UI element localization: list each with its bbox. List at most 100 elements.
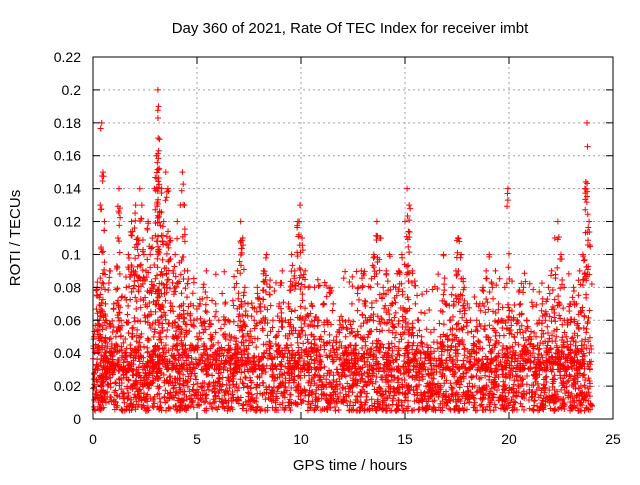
data-point (346, 278, 353, 285)
data-point (349, 273, 356, 280)
data-point (159, 256, 166, 263)
data-point (479, 403, 486, 410)
data-point (359, 345, 366, 352)
data-point (340, 275, 347, 282)
data-point (174, 218, 181, 225)
data-point (491, 401, 498, 408)
data-point (156, 136, 163, 143)
data-point (547, 396, 554, 403)
data-point (205, 386, 212, 393)
data-point (555, 293, 562, 300)
data-point (304, 311, 311, 318)
data-point (254, 403, 261, 410)
data-point (355, 296, 362, 303)
data-point (323, 376, 330, 383)
data-point (143, 393, 150, 400)
data-point (257, 308, 264, 315)
data-point (575, 407, 582, 414)
data-point (582, 178, 589, 185)
data-point (494, 387, 501, 394)
data-point (349, 283, 356, 290)
data-point (483, 267, 490, 274)
data-point (583, 199, 590, 206)
data-point (97, 206, 104, 213)
data-point (289, 262, 296, 269)
data-point (298, 324, 305, 331)
data-point (480, 287, 487, 294)
data-point (125, 251, 132, 258)
data-point (116, 185, 122, 192)
data-point (106, 267, 113, 274)
data-point (418, 333, 425, 340)
data-point (535, 394, 542, 401)
data-point (512, 368, 519, 375)
data-point (530, 286, 537, 293)
data-point (170, 385, 177, 392)
data-point (440, 291, 447, 298)
data-point (119, 293, 126, 300)
data-point (403, 405, 410, 412)
data-point (461, 400, 468, 407)
data-point (315, 317, 322, 324)
y-tick-label: 0.14 (54, 181, 81, 197)
data-point (405, 228, 412, 235)
data-point (423, 326, 430, 333)
data-point (182, 377, 189, 384)
data-point (177, 271, 184, 278)
data-point (300, 340, 307, 347)
data-point (565, 270, 572, 277)
data-point (559, 277, 566, 284)
data-point (236, 258, 243, 265)
data-point (418, 309, 425, 316)
data-point (404, 185, 411, 192)
x-tick-label: 25 (605, 431, 621, 447)
data-point (131, 318, 138, 325)
data-point (461, 407, 468, 414)
data-point (564, 338, 571, 345)
y-tick-label: 0.12 (54, 214, 81, 230)
data-point (404, 397, 411, 404)
data-point (549, 287, 556, 294)
data-point (155, 166, 162, 173)
data-point (123, 403, 130, 410)
data-point (534, 403, 541, 410)
data-point (221, 321, 228, 328)
data-point (471, 395, 478, 402)
data-point (203, 405, 210, 412)
data-point (565, 394, 572, 401)
data-point (237, 262, 244, 269)
data-point (145, 404, 152, 411)
data-point (495, 352, 502, 359)
data-point (337, 390, 344, 397)
data-point (264, 404, 271, 411)
data-point (162, 387, 169, 394)
data-point (212, 404, 219, 411)
data-point (431, 326, 438, 333)
data-point (368, 396, 375, 403)
data-point (406, 202, 413, 209)
data-point (170, 308, 177, 315)
data-point (321, 328, 328, 335)
data-point (118, 332, 125, 339)
data-point (366, 405, 373, 412)
data-point (430, 339, 437, 346)
data-point (360, 383, 367, 390)
data-point (244, 300, 251, 307)
data-point (483, 275, 490, 282)
data-point (247, 385, 254, 392)
data-point (150, 333, 157, 340)
data-point (548, 272, 555, 279)
data-point (510, 401, 517, 408)
data-point (294, 339, 301, 346)
data-point (291, 267, 298, 274)
data-point (496, 275, 503, 282)
data-point (505, 264, 512, 271)
data-point (172, 288, 179, 295)
data-point (546, 290, 553, 297)
data-point (135, 252, 142, 259)
data-point (551, 407, 558, 414)
data-point (505, 389, 512, 396)
data-point (460, 302, 467, 309)
data-point (159, 238, 166, 245)
